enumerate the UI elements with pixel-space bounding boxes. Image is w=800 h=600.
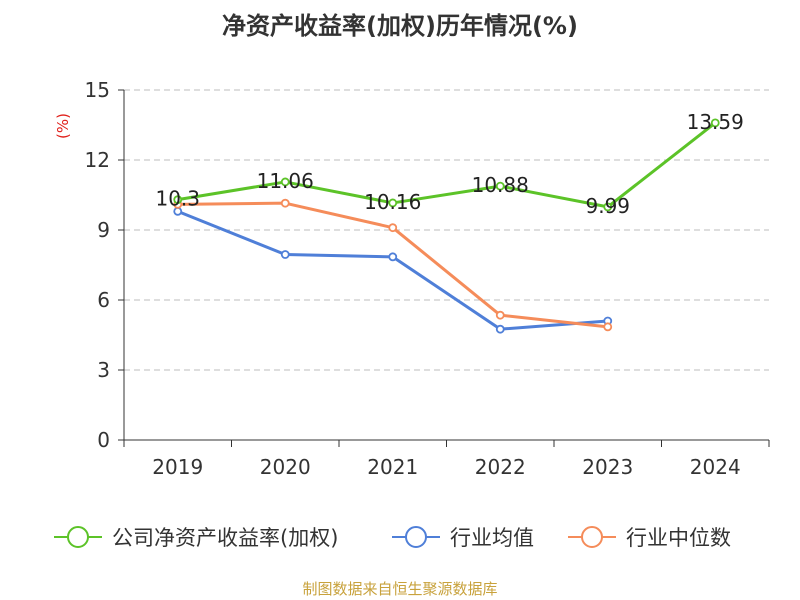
- source-note: 制图数据来自恒生聚源数据库: [302, 580, 497, 598]
- x-tick-labels: 2019 2020 2021 2022 2023 2024: [152, 455, 740, 479]
- legend-label-1: 行业均值: [450, 526, 534, 550]
- series-0-point-2019: [173, 195, 183, 205]
- y-axis-unit: (%): [54, 113, 72, 139]
- data-label-2020: 11.06: [257, 169, 314, 193]
- y-tick-label-15: 15: [85, 78, 110, 102]
- data-label-2022: 10.88: [472, 173, 529, 197]
- legend-label-0: 公司净资产收益率(加权): [112, 526, 338, 550]
- y-tick-label-12: 12: [85, 148, 110, 172]
- data-label-2021: 10.16: [364, 190, 421, 214]
- x-tick-label-2022: 2022: [475, 455, 526, 479]
- legend-marker-icon-1: [405, 526, 427, 548]
- legend-item-2[interactable]: 行业中位数: [568, 526, 731, 550]
- x-tick-label-2019: 2019: [152, 455, 203, 479]
- x-tick-label-2021: 2021: [367, 455, 418, 479]
- y-tick-label-9: 9: [97, 218, 110, 242]
- x-tick-label-2024: 2024: [690, 455, 741, 479]
- legend-marker-icon-0: [67, 526, 89, 548]
- axes: [118, 89, 770, 447]
- series-line-2: [177, 201, 608, 329]
- series-2-point-2023: [603, 322, 613, 332]
- data-labels: 10.3 11.06 10.16 10.88 9.99 13.59: [155, 110, 743, 218]
- legend-label-2: 行业中位数: [626, 526, 731, 550]
- y-tick-label-3: 3: [97, 358, 110, 382]
- x-tick-label-2023: 2023: [582, 455, 633, 479]
- series-1-point-2020: [280, 250, 290, 259]
- series-2-point-2020: [280, 198, 290, 208]
- x-tick-label-2020: 2020: [260, 455, 311, 479]
- series-0-point-2024: [710, 118, 720, 128]
- series-1-point-2022: [495, 324, 505, 334]
- series-0-point-2020: [280, 177, 290, 187]
- y-tick-labels: 0 3 6 9 12 15: [85, 78, 110, 452]
- series-2-point-2021: [388, 223, 398, 233]
- series-1-point-2021: [388, 252, 398, 262]
- legend[interactable]: 公司净资产收益率(加权) 行业均值 行业中位数: [54, 526, 731, 550]
- grid-lines: [124, 89, 769, 371]
- series-0-point-2022: [495, 181, 505, 191]
- series-lines: [173, 118, 720, 334]
- data-label-2024: 13.59: [687, 110, 744, 134]
- legend-item-0[interactable]: 公司净资产收益率(加权): [54, 526, 338, 550]
- data-label-2023: 9.99: [585, 194, 630, 218]
- series-line-0: [177, 121, 717, 209]
- data-label-2019: 10.3: [155, 187, 200, 211]
- series-2-point-2022: [495, 310, 505, 320]
- series-0-point-2023: [603, 202, 613, 212]
- series-0-point-2021: [388, 198, 398, 208]
- legend-marker-icon-2: [581, 526, 603, 548]
- y-tick-label-0: 0: [97, 428, 110, 452]
- legend-item-1[interactable]: 行业均值: [392, 526, 534, 550]
- chart-title: 净资产收益率(加权)历年情况(%): [222, 12, 578, 40]
- y-tick-label-6: 6: [97, 288, 110, 312]
